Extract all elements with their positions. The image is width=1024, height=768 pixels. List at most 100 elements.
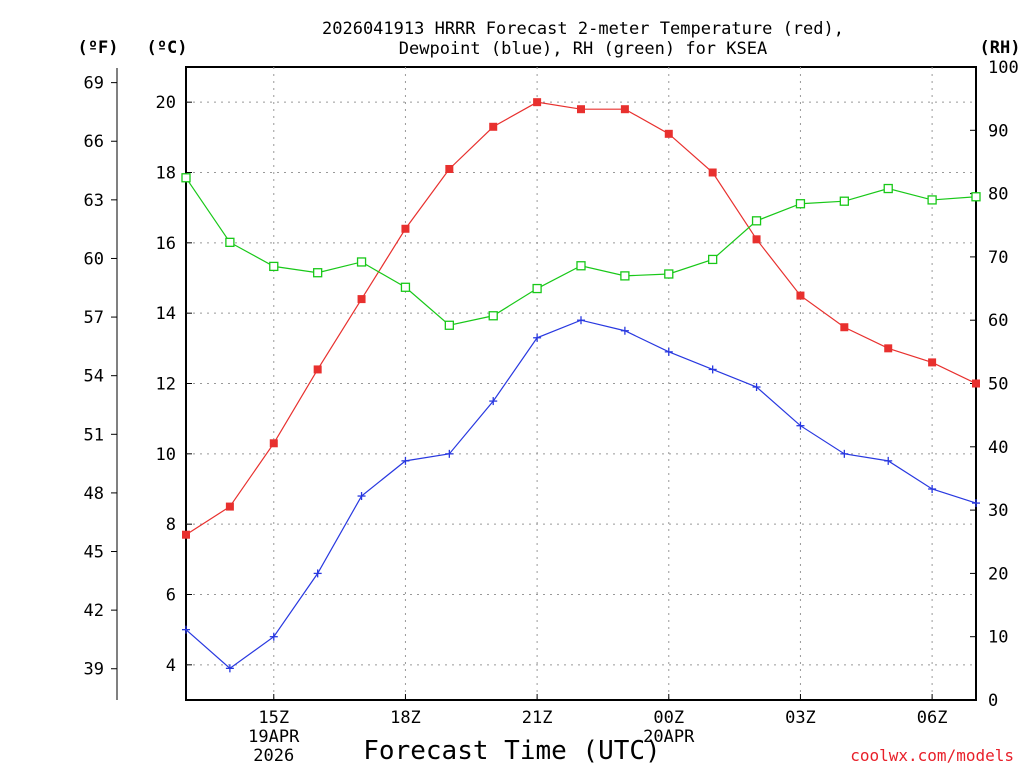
rh-point (532, 283, 542, 294)
rh-point (313, 268, 323, 278)
2-meter-temperature-point (752, 235, 761, 244)
dewpoint-point (577, 316, 585, 325)
rh-tick-label: 50 (988, 375, 1008, 395)
rh-point (225, 237, 235, 247)
dewpoint-point (401, 456, 410, 465)
fahrenheit-tick-label: 48 (84, 484, 104, 504)
x-tick-label: 00Z (653, 708, 684, 728)
dewpoint-point (533, 333, 542, 342)
2-meter-temperature-point (401, 224, 410, 233)
dewpoint-point (313, 569, 322, 578)
dewpoint-point (884, 456, 893, 465)
rh-point (576, 261, 586, 271)
fahrenheit-unit-label: (ºF) (78, 38, 119, 58)
rh-tick-labels: 0 10 20 30 40 50 60 70 80 90 100 (988, 58, 1019, 711)
x-tick-label: 03Z (785, 708, 816, 728)
dewpoint-point (664, 347, 673, 356)
2-meter-temperature-point (182, 530, 190, 539)
plot-frame (185, 66, 977, 701)
rh-point (971, 192, 981, 202)
fahrenheit-tick-label: 51 (84, 425, 104, 445)
fahrenheit-tick-label: 45 (84, 543, 104, 563)
celsius-tick-label: 8 (166, 515, 176, 535)
dewpoint-point (752, 383, 761, 392)
celsius-tick-label: 10 (156, 445, 176, 465)
chart-title-line-2: Dewpoint (blue), RH (green) for KSEA (399, 39, 767, 59)
fahrenheit-tick-label: 42 (84, 601, 104, 621)
rh-tick-label: 60 (988, 311, 1008, 331)
2-meter-temperature-point (489, 122, 498, 131)
source-credit: coolwx.com/models (850, 746, 1014, 765)
celsius-unit-label: (ºC) (147, 38, 188, 58)
dewpoint-point (620, 326, 629, 335)
rh-line (185, 177, 977, 326)
data-series (181, 98, 981, 673)
dewpoint-point (840, 449, 849, 458)
2-meter-temperature-point (664, 129, 673, 138)
rh-point (839, 196, 849, 206)
fahrenheit-tick-label: 66 (84, 132, 104, 152)
2-meter-temperature-point (577, 105, 585, 114)
rh-point (664, 269, 674, 279)
2-meter-temperature-point (796, 291, 805, 300)
rh-tick-label: 30 (988, 501, 1008, 521)
fahrenheit-tick-label: 54 (84, 367, 104, 387)
rh-tick-label: 40 (988, 438, 1008, 458)
dewpoint-point (269, 632, 278, 641)
x-tick-label: 18Z (390, 708, 421, 728)
2-meter-temperature-point (708, 168, 717, 177)
x-tick-label: 15Z (258, 708, 289, 728)
rh-tick-label: 100 (988, 58, 1019, 78)
x-date-label: 20APR (643, 727, 695, 747)
x-date-label: 19APR (248, 727, 300, 747)
2-meter-temperature-point (225, 502, 234, 511)
axis-ticks (111, 66, 976, 701)
fahrenheit-tick-label: 63 (84, 191, 104, 211)
2-meter-temperature-point (928, 358, 937, 367)
rh-point (927, 195, 937, 205)
dewpoint-point (928, 485, 937, 493)
dewpoint-point (796, 421, 805, 430)
dewpoint-point (972, 499, 980, 508)
rh-point (708, 254, 718, 265)
rh-point (444, 320, 454, 330)
celsius-tick-label: 4 (166, 656, 176, 676)
x-tick-label: 21Z (522, 708, 553, 728)
rh-tick-label: 10 (988, 628, 1008, 648)
dewpoint-point (489, 397, 498, 406)
rh-point (400, 282, 411, 292)
rh-point (620, 271, 630, 281)
fahrenheit-tick-labels: 39 42 45 48 51 54 57 60 63 66 69 (84, 74, 104, 680)
rh-point (269, 261, 279, 272)
celsius-tick-label: 12 (156, 375, 176, 395)
x-year-label: 2026 (253, 746, 294, 766)
celsius-tick-labels: 4 6 8 10 12 14 16 18 20 (156, 93, 176, 676)
rh-tick-label: 80 (988, 185, 1008, 205)
2-meter-temperature-point (445, 164, 454, 173)
2-meter-temperature-point (840, 323, 849, 332)
rh-point (795, 199, 806, 209)
x-tick-label: 06Z (917, 708, 948, 728)
dewpoint-point (225, 664, 234, 673)
rh-point (883, 183, 893, 194)
rh-point (356, 257, 367, 267)
dewpoint-point (445, 449, 454, 458)
chart-title-line-1: 2026041913 HRRR Forecast 2-meter Tempera… (322, 19, 844, 39)
2-meter-temperature-point (313, 365, 322, 374)
grid-lines (186, 67, 976, 700)
fahrenheit-tick-label: 69 (84, 74, 104, 94)
2-meter-temperature-point (269, 439, 278, 448)
2-meter-temperature-point (620, 105, 629, 114)
fahrenheit-tick-label: 39 (84, 660, 104, 680)
dewpoint-line (185, 319, 977, 670)
fahrenheit-tick-label: 60 (84, 249, 104, 269)
celsius-tick-label: 6 (166, 586, 176, 606)
celsius-tick-label: 20 (156, 93, 176, 113)
celsius-tick-label: 14 (156, 304, 176, 324)
2-meter-temperature-point (972, 379, 980, 388)
rh-unit-label: (RH) (980, 38, 1021, 58)
dewpoint-point (182, 625, 190, 634)
rh-tick-label: 0 (988, 691, 998, 711)
